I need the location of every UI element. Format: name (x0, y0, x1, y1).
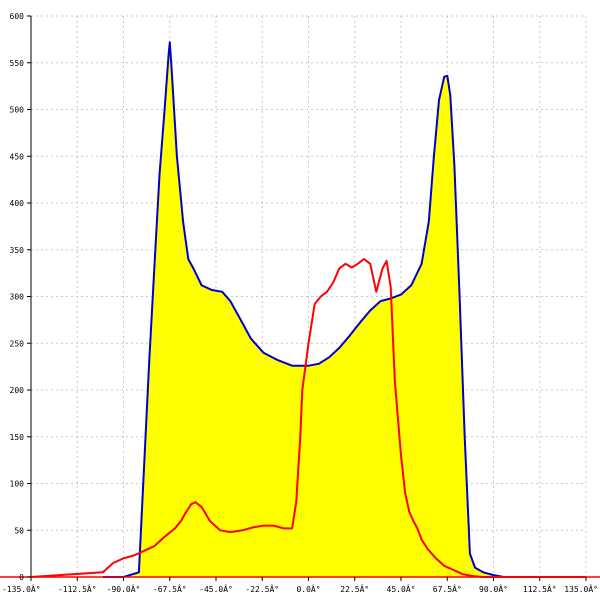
y-tick-label-6: 300 (10, 293, 25, 302)
y-tick-label-2: 100 (10, 480, 25, 489)
x-tick-label-6: 0.0Â° (296, 583, 320, 594)
y-tick-label-3: 150 (10, 433, 25, 442)
y-tick-label-5: 250 (10, 339, 25, 348)
x-tick-label-4: -45.0Â° (199, 583, 233, 594)
x-tick-label-1: -112.5Â° (58, 583, 97, 594)
series-0-line (102, 41, 517, 578)
y-tick-label-10: 500 (10, 106, 25, 115)
x-tick-label-8: 45.0Â° (387, 583, 416, 594)
y-tick-label-11: 550 (10, 59, 25, 68)
y-tick-label-7: 350 (10, 246, 25, 255)
series-0-fill (102, 42, 517, 577)
x-tick-label-2: -90.0Â° (107, 583, 141, 594)
y-tick-label-9: 450 (10, 152, 25, 161)
y-tick-label-1: 50 (14, 526, 24, 535)
y-tick-label-8: 400 (10, 199, 25, 208)
y-tick-label-12: 600 (10, 12, 25, 21)
x-tick-label-0: -135.0Â° (2, 583, 41, 594)
x-tick-label-7: 22.5Â° (340, 583, 369, 594)
x-tick-label-11: 112.5Â° (523, 583, 557, 594)
x-tick-label-9: 67.5Â° (433, 583, 462, 594)
x-tick-label-12: 135.0Â° (564, 583, 598, 594)
x-tick-label-3: -67.5Â° (153, 583, 187, 594)
series-1-line (30, 258, 586, 578)
tick-labels: 0 50 100 150 200 250 300 350 400 450 500 550 600 -135… (2, 12, 598, 594)
y-tick-label-4: 200 (10, 386, 25, 395)
series-area-layer (30, 41, 586, 578)
y-tick-label-0: 0 (19, 573, 24, 582)
x-tick-label-5: -22.5Â° (245, 583, 279, 594)
x-tick-label-10: 90.0Â° (479, 583, 508, 594)
axes (0, 15, 600, 581)
